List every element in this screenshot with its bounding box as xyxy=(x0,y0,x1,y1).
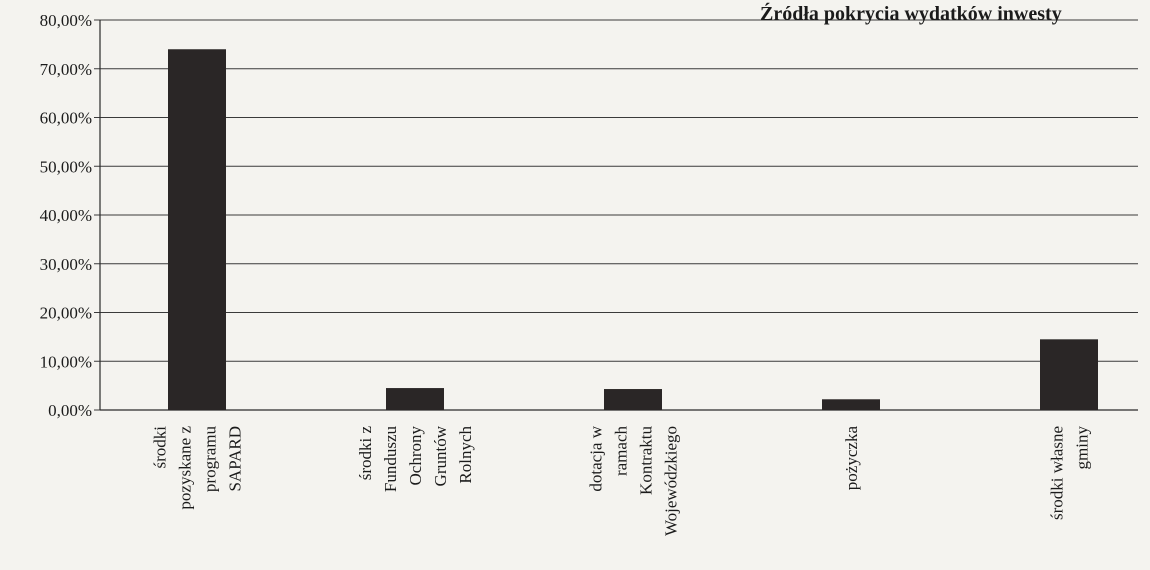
y-tick-label: 80,00% xyxy=(40,11,92,30)
x-tick-label-line: programu xyxy=(201,426,220,493)
x-tick-label-line: środki własne xyxy=(1048,426,1067,520)
y-tick-label: 20,00% xyxy=(40,304,92,323)
x-tick-label: środki z Funduszu Ochrony Gruntów Rolnych xyxy=(356,425,475,492)
x-tick-label: środki własne gminy xyxy=(1048,426,1092,520)
x-tick-label-line: Wojewódzkiego xyxy=(662,426,681,536)
x-tick-label-line: gminy xyxy=(1073,426,1092,470)
bar xyxy=(822,399,880,410)
x-tick-label: środki pozyskane z programu SAPARD xyxy=(151,426,245,510)
bars xyxy=(168,49,1098,410)
bar xyxy=(386,388,444,410)
y-tick-label: 50,00% xyxy=(40,157,92,176)
x-tick-label-line: środki xyxy=(151,426,170,469)
x-tick-label-line: pożyczka xyxy=(842,426,861,491)
x-tick-label: dotacja w ramach Kontraktu Wojewódzkiego xyxy=(587,425,681,536)
x-tick-label-line: dotacja w xyxy=(587,425,606,491)
x-tick-label-line: Funduszu xyxy=(381,426,400,493)
x-tick-labels: środki pozyskane z programu SAPARD środki z F… xyxy=(151,425,1092,536)
x-tick-label-line: Rolnych xyxy=(456,426,475,484)
x-tick-label-line: ramach xyxy=(612,426,631,477)
chart-title: Źródła pokrycia wydatków inwesty xyxy=(760,2,1062,25)
x-tick-label-line: Kontraktu xyxy=(637,426,656,495)
y-tick-label: 70,00% xyxy=(40,60,92,79)
x-tick-label-line: Ochrony xyxy=(406,426,425,486)
y-tick-label: 60,00% xyxy=(40,109,92,128)
bar xyxy=(1040,339,1098,410)
x-tick-label-line: środki z xyxy=(356,426,375,481)
x-tick-label: pożyczka xyxy=(842,426,861,491)
y-tick-label: 40,00% xyxy=(40,206,92,225)
x-tick-label-line: pozyskane z xyxy=(176,426,195,510)
grid-lines xyxy=(100,19,1138,362)
y-tick-label: 30,00% xyxy=(40,255,92,274)
y-tick-labels: 0,00% 10,00% 20,00% 30,00% 40,00% 50,00% 60,00… xyxy=(40,11,92,420)
x-tick-label-line: SAPARD xyxy=(226,426,245,492)
y-tick-label: 10,00% xyxy=(40,352,92,371)
y-tick-label: 0,00% xyxy=(48,401,92,420)
bar xyxy=(168,49,226,410)
x-tick-label-line: Gruntów xyxy=(431,425,450,486)
bar xyxy=(604,389,662,410)
